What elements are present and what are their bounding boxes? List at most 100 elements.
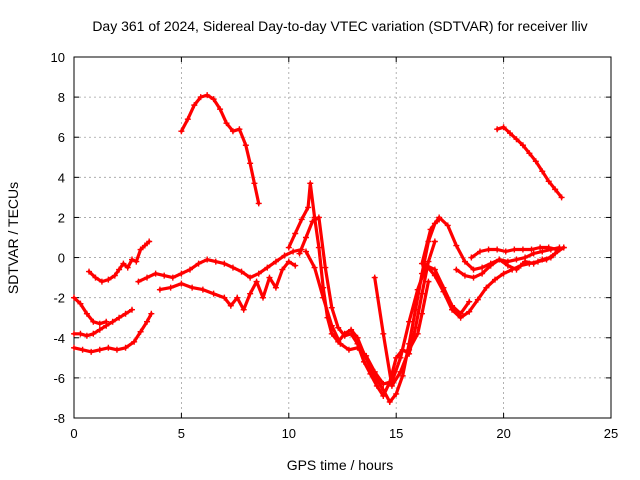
data-point bbox=[253, 278, 260, 285]
data-point bbox=[466, 298, 473, 305]
data-point bbox=[532, 158, 539, 165]
data-point bbox=[539, 256, 546, 263]
data-point bbox=[279, 266, 286, 273]
data-point bbox=[431, 238, 438, 245]
series-arc-3 bbox=[71, 294, 110, 327]
data-point bbox=[406, 346, 413, 353]
data-point bbox=[191, 102, 198, 109]
plot-frame bbox=[73, 56, 612, 419]
data-point bbox=[229, 264, 236, 271]
data-point bbox=[545, 244, 552, 251]
data-point bbox=[212, 258, 219, 265]
data-point bbox=[322, 264, 329, 271]
series-arc-7 bbox=[178, 92, 262, 207]
data-point bbox=[554, 246, 561, 253]
y-tick-label: -4 bbox=[53, 331, 65, 346]
data-point bbox=[468, 254, 475, 261]
data-point bbox=[345, 346, 352, 353]
axis-ticks: 0 5 10 15 20 25 -8 -6 -4 -2 0 2 4 6 8 10 bbox=[51, 50, 619, 441]
data-point bbox=[367, 370, 374, 377]
data-point bbox=[272, 284, 279, 291]
data-point bbox=[210, 290, 217, 297]
data-point bbox=[507, 130, 514, 137]
data-point bbox=[414, 330, 421, 337]
data-point bbox=[161, 272, 168, 279]
data-point bbox=[371, 368, 378, 375]
data-point bbox=[418, 290, 425, 297]
data-point bbox=[470, 266, 477, 273]
data-point bbox=[71, 294, 77, 301]
data-point bbox=[418, 310, 425, 317]
series-arc-2 bbox=[71, 310, 155, 355]
data-point bbox=[414, 286, 421, 293]
data-point bbox=[178, 280, 185, 287]
data-point bbox=[485, 246, 492, 253]
data-point bbox=[247, 160, 254, 167]
data-point bbox=[88, 348, 95, 355]
data-point bbox=[522, 258, 529, 265]
data-point bbox=[476, 248, 483, 255]
series-trace bbox=[158, 260, 297, 312]
data-point bbox=[234, 294, 241, 301]
data-point bbox=[260, 294, 267, 301]
series-trace bbox=[495, 125, 564, 199]
data-point bbox=[380, 392, 387, 399]
x-axis-label: GPS time / hours bbox=[287, 457, 394, 473]
data-point bbox=[178, 128, 185, 135]
series-trace bbox=[72, 296, 108, 326]
data-point bbox=[296, 250, 303, 257]
x-tick-label: 10 bbox=[282, 426, 296, 441]
data-point bbox=[431, 266, 438, 273]
data-point bbox=[204, 92, 211, 99]
data-point bbox=[210, 96, 217, 103]
y-tick-label: -6 bbox=[53, 371, 65, 386]
data-point bbox=[386, 398, 393, 405]
data-point bbox=[120, 260, 127, 267]
data-point bbox=[111, 272, 118, 279]
series-arc-1 bbox=[71, 306, 135, 339]
data-point bbox=[519, 142, 526, 149]
data-point bbox=[122, 310, 129, 317]
data-point bbox=[453, 242, 460, 249]
data-point bbox=[436, 214, 443, 221]
data-point bbox=[98, 278, 105, 285]
data-point bbox=[79, 346, 86, 353]
data-point bbox=[285, 244, 292, 251]
data-point bbox=[315, 214, 322, 221]
data-point bbox=[487, 262, 494, 269]
data-point bbox=[240, 306, 247, 313]
data-point bbox=[380, 380, 387, 387]
series-arc-16 bbox=[371, 274, 432, 389]
x-tick-label: 5 bbox=[178, 426, 185, 441]
data-point bbox=[558, 194, 565, 201]
data-point bbox=[148, 310, 155, 317]
data-point bbox=[311, 264, 318, 271]
data-point bbox=[96, 326, 103, 333]
data-point bbox=[285, 258, 292, 265]
data-point bbox=[431, 272, 438, 279]
data-point bbox=[77, 300, 84, 307]
data-point bbox=[298, 216, 305, 223]
series-arc-5 bbox=[135, 246, 305, 285]
data-point bbox=[135, 278, 142, 285]
y-tick-label: 8 bbox=[58, 90, 65, 105]
data-point bbox=[77, 330, 84, 337]
data-point bbox=[393, 390, 400, 397]
data-point bbox=[399, 372, 406, 379]
data-point bbox=[184, 116, 191, 123]
data-point bbox=[530, 260, 537, 267]
y-axis-label: SDTVAR / TECUs bbox=[5, 182, 21, 294]
data-point bbox=[133, 258, 140, 265]
data-point bbox=[96, 346, 103, 353]
data-series bbox=[71, 92, 567, 405]
series-arc-4 bbox=[86, 238, 153, 285]
data-point bbox=[227, 302, 234, 309]
series-trace bbox=[136, 247, 304, 284]
data-point bbox=[113, 346, 120, 353]
x-tick-label: 15 bbox=[389, 426, 403, 441]
data-point bbox=[360, 358, 367, 365]
data-point bbox=[494, 246, 501, 253]
data-point bbox=[122, 344, 129, 351]
y-tick-label: 6 bbox=[58, 130, 65, 145]
x-tick-label: 25 bbox=[604, 426, 618, 441]
